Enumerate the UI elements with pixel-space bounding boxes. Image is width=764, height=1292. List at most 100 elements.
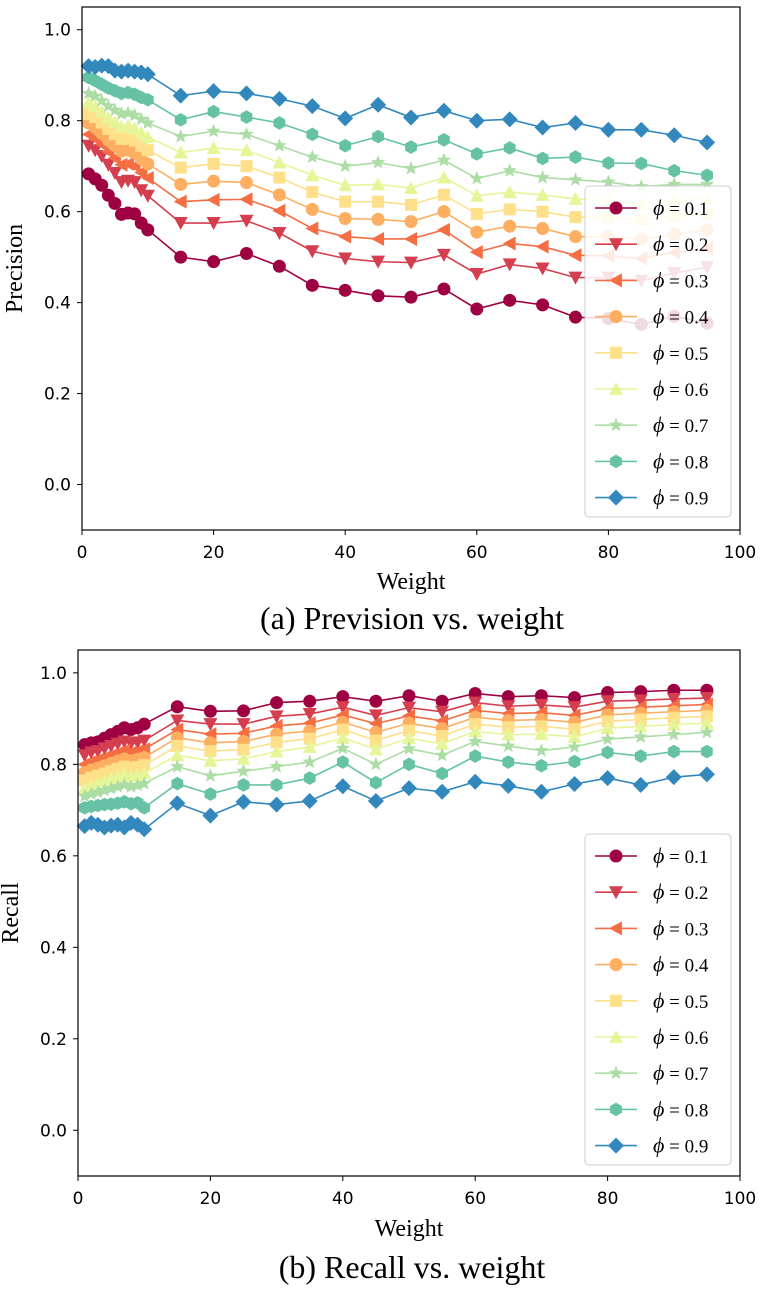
precision-panel: 0 20 40 60 80 100 0.0 0.2 0.4 0.6 0.8 1.0 Weight Prec… (2, 6, 756, 636)
data-point (338, 252, 353, 266)
data-point (536, 205, 549, 218)
data-point (371, 231, 385, 246)
data-point (240, 176, 253, 190)
y-tick-label: 1.0 (40, 664, 67, 684)
x-tick-label: 60 (464, 1189, 486, 1209)
legend-entry: ϕ = 0.7 (595, 412, 708, 437)
x-tick-label: 60 (466, 543, 488, 563)
data-point (568, 172, 583, 186)
legend-phi-symbol: ϕ (653, 195, 664, 220)
data-point (336, 723, 349, 736)
legend-value: = 0.5 (664, 344, 708, 365)
data-point (239, 126, 254, 141)
data-point (667, 176, 682, 191)
data-point (338, 229, 352, 244)
data-point (633, 729, 648, 743)
data-point (371, 289, 385, 303)
data-point (502, 755, 515, 769)
data-point (305, 278, 319, 292)
legend-entry: ϕ = 0.7 (595, 1060, 708, 1085)
legend-phi-symbol: ϕ (653, 988, 664, 1013)
data-point (81, 139, 96, 153)
data-point (94, 93, 109, 107)
data-point (237, 743, 250, 756)
data-point (599, 770, 616, 787)
y-tick-label: 0.2 (44, 385, 71, 405)
legend: ϕ = 0.1ϕ = 0.2ϕ = 0.3ϕ = 0.4ϕ = 0.5ϕ = 0… (584, 833, 732, 1166)
data-point (405, 140, 417, 154)
data-point (435, 705, 450, 719)
data-point (107, 166, 122, 180)
data-point (173, 145, 188, 159)
data-point (502, 185, 517, 199)
data-point (120, 105, 136, 120)
legend-label: ϕ = 0.1 (653, 843, 708, 868)
data-point (404, 290, 418, 304)
data-point (141, 92, 154, 107)
data-point (503, 219, 517, 233)
legend-phi-symbol: ϕ (653, 304, 664, 329)
data-point (600, 695, 615, 709)
data-point (203, 718, 218, 732)
data-point (337, 110, 354, 127)
data-point (84, 786, 99, 801)
data-point (335, 740, 350, 755)
data-point (568, 723, 581, 736)
y-tick-label: 0.6 (40, 847, 67, 867)
y-axis-label: Recall (0, 882, 24, 944)
data-point (404, 256, 418, 270)
data-point (303, 771, 316, 785)
legend-entry: ϕ = 0.2 (595, 879, 708, 904)
data-point (632, 776, 649, 793)
data-point (338, 211, 352, 225)
legend-marker (609, 201, 623, 215)
data-point (434, 783, 451, 800)
data-point (140, 130, 155, 144)
data-point (127, 176, 142, 190)
data-point (502, 258, 517, 272)
data-point (402, 731, 416, 745)
data-point (701, 168, 713, 183)
data-point (137, 717, 151, 731)
data-point (470, 302, 484, 316)
data-point (170, 748, 185, 762)
series-layer (80, 57, 716, 331)
data-point (371, 255, 386, 269)
data-point (271, 90, 288, 107)
recall-panel: 0 20 40 60 80 100 0.0 0.2 0.4 0.6 0.8 1.0 Weight Reca… (0, 649, 756, 1285)
y-tick-label: 0.0 (44, 476, 71, 496)
legend-value: = 0.1 (664, 847, 708, 868)
series-2 (77, 692, 714, 763)
data-point (272, 188, 286, 202)
data-point (436, 248, 451, 262)
data-point (236, 718, 251, 732)
data-point (90, 784, 105, 799)
data-point (566, 776, 583, 793)
data-point (534, 743, 549, 757)
data-point (205, 83, 222, 100)
series-9 (76, 766, 715, 838)
data-point (370, 96, 387, 113)
data-point (569, 310, 582, 324)
legend-value: = 0.2 (664, 235, 708, 256)
legend-marker (608, 489, 624, 506)
data-point (95, 178, 109, 192)
data-point (339, 195, 352, 208)
legend-value: = 0.5 (664, 992, 708, 1013)
legend-value: = 0.9 (664, 489, 708, 510)
data-point (568, 271, 583, 285)
data-point (270, 778, 283, 792)
data-point (203, 704, 217, 718)
legend-label: ϕ = 0.7 (653, 1060, 708, 1085)
data-point (134, 125, 149, 139)
data-point (272, 259, 286, 273)
data-point (173, 194, 187, 209)
legend-phi-symbol: ϕ (653, 376, 664, 401)
data-point (601, 745, 614, 760)
data-point (335, 730, 350, 744)
legend-phi-symbol: ϕ (653, 231, 664, 256)
legend-value: = 0.9 (664, 1137, 708, 1158)
data-point (633, 694, 648, 708)
data-point (141, 157, 155, 171)
data-point (370, 155, 386, 169)
